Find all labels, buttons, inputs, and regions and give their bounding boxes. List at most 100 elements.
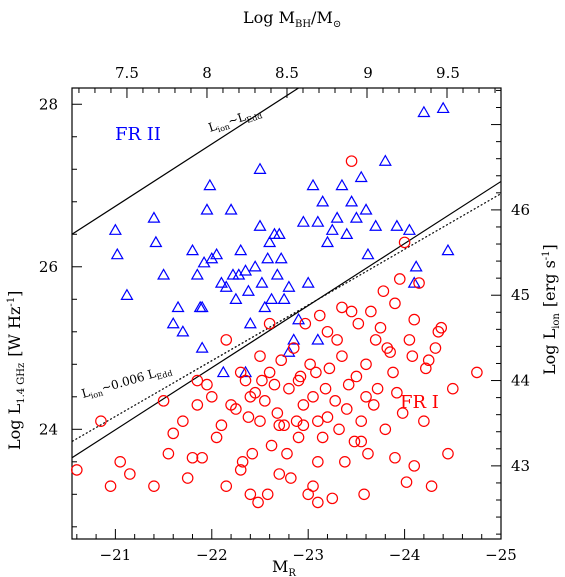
fr1-point [273,468,286,480]
fr2-point [325,223,339,235]
fr1-point [442,447,454,460]
fr2-point [219,280,233,292]
fr1-point [391,386,403,399]
fr2-point [409,260,423,272]
fr1-point [162,447,175,460]
fr1-point [342,378,355,391]
fr1-point [352,317,365,330]
fr1-point [292,431,305,444]
tick-labels: −21 −22 −23 −24 −25 24 26 28 7.5 8 8.5 9 9.5 43 44 45 46 [39,64,530,564]
fr2-point [311,333,325,345]
fr1-point [230,403,242,415]
fr2-point [166,316,180,329]
fr1-point [420,362,432,375]
x-tick-label: −25 [485,546,517,564]
fr2-point [340,227,354,239]
axis-ticks [72,88,502,539]
fr2-point [349,211,363,223]
fr1-point [181,472,194,484]
fr2-point [378,154,392,166]
fr1-point [104,480,117,492]
y-tick-label: 26 [39,258,58,276]
fr2-point [320,235,335,248]
fr2-point [263,235,277,248]
fr1-point [283,382,295,395]
fr1-point [167,427,180,440]
fr1-point [254,350,266,362]
fr1-point [191,374,204,387]
fr1-point [413,277,425,289]
fr1-point [331,334,343,346]
fr1-point [345,305,358,318]
fr1-point [148,480,160,492]
y-tick-label: 24 [39,420,58,438]
fr2-point [277,292,291,305]
fr2-point [306,178,320,191]
fr1-point [242,411,255,423]
fr1-point [389,297,401,310]
fr1-point [287,342,300,354]
fr1-point [367,399,380,411]
fr1-point [259,395,271,407]
fr1-point [396,407,409,419]
fr2-point [354,170,368,183]
fr2-point [253,219,267,231]
fr1-point [292,374,305,387]
fr1-point [340,403,353,415]
fr1-point [310,366,322,379]
fr1-point [429,342,442,354]
fr1-point [246,447,259,460]
fr2-point [195,300,209,313]
x-tick-label: −22 [196,546,228,564]
l006-line-label: Lion~0.006 LEdd [80,362,174,403]
fr1-point [446,382,459,395]
fr1-point [205,390,218,403]
fr1-point [321,325,334,338]
fr2-point [226,268,240,280]
fr1-point [355,435,368,448]
fr1-point [321,411,334,423]
fr1-point [254,415,266,427]
fr1-point [299,317,312,330]
fr1-point [384,346,396,358]
fr2-point [238,365,253,378]
fr1-point [285,472,297,484]
fr2-point [292,312,306,325]
fr1-point [355,415,368,427]
fr2-point [243,316,257,329]
fr1-point [312,456,324,468]
fr1-point [281,447,293,460]
fr1-point [268,378,281,391]
fr2-label: FR II [115,124,161,145]
fr2-point [301,276,315,288]
fr1-point [398,236,411,249]
fr1-point [387,366,399,379]
top-tick-label: 8 [202,64,212,82]
fr1-point [408,460,421,472]
fr2-point [203,178,217,191]
fr1-point [307,480,319,492]
fr1-point [177,415,189,427]
fr1-point [312,496,324,509]
fr1-point [329,395,341,407]
ledd-line-label: Lion~LEdd [207,105,264,137]
fr2-point [210,247,224,260]
right-tick-label: 43 [511,457,530,475]
fr1-point [191,399,204,411]
fr1-point [297,419,310,432]
fr1-point [408,313,421,326]
x-tick-label: −24 [389,546,421,564]
fr1-point [312,415,324,427]
fr2-point [255,276,269,288]
top-tick-label: 8.5 [275,64,299,82]
fr2-point [417,105,431,118]
fr1-point [201,378,213,391]
fr1-point [304,358,316,371]
fr2-point [193,300,207,313]
fr1-point [422,354,435,367]
fr1-point [196,451,208,464]
fr2-point [270,268,284,280]
fr2-point [335,178,349,191]
fr1-point [360,390,372,403]
fr2-point [190,268,204,280]
